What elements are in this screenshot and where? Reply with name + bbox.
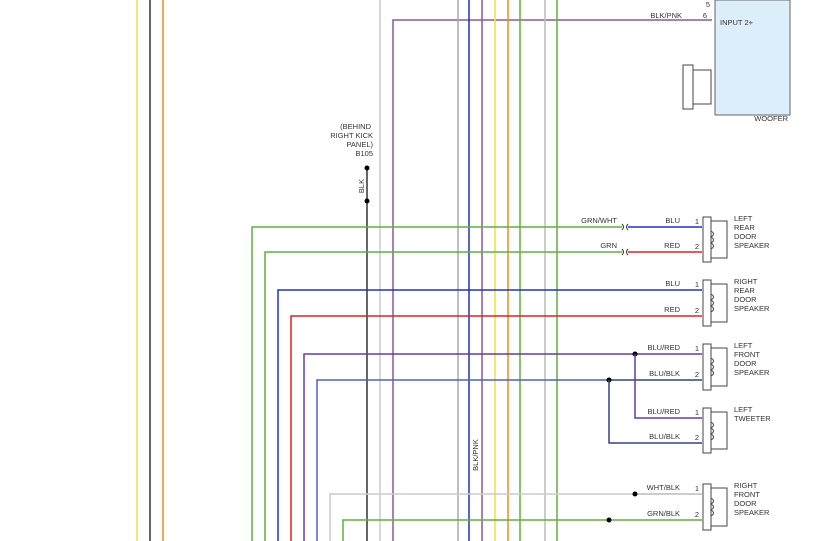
pin-number: 2 [695, 242, 699, 251]
speaker-coil [710, 293, 714, 313]
wire [303, 353, 635, 541]
speaker-name: DOOR [734, 359, 757, 368]
harness-wire-label: GRN [600, 241, 617, 250]
speaker-symbol [702, 343, 712, 391]
speaker-name: SPEAKER [734, 304, 770, 313]
wire-label: BLU [665, 279, 680, 288]
speaker-name: SPEAKER [734, 368, 770, 377]
wire [277, 289, 640, 541]
wire-label: BLU/RED [647, 343, 680, 352]
wire [290, 315, 640, 541]
speaker-symbol [710, 411, 728, 450]
speaker-name: LEFT [734, 214, 753, 223]
harness-wire-label: GRN/WHT [581, 216, 617, 225]
wire-label: BLU/BLK [649, 369, 680, 378]
wire [608, 380, 702, 444]
speaker-symbol [710, 283, 728, 323]
pin-number: 1 [695, 280, 699, 289]
wire [264, 251, 622, 541]
woofer: 5 BLK/PNK 6 INPUT 2+ WOOFER [650, 0, 791, 123]
woofer-symbol [682, 64, 694, 110]
speaker-symbol [710, 487, 728, 527]
ground-id: B105 [355, 149, 373, 158]
speaker-name: LEFT [734, 341, 753, 350]
wire [329, 493, 635, 541]
ground-location: (BEHIND [340, 122, 371, 131]
wire-label: BLU [665, 216, 680, 225]
wire-label: WHT/BLK [647, 483, 680, 492]
wire-label: RED [664, 305, 680, 314]
splice [606, 517, 612, 523]
speaker-symbol [702, 407, 712, 454]
speaker-symbol [710, 220, 728, 259]
speaker-name: RIGHT [734, 277, 758, 286]
pin-number: 2 [695, 306, 699, 315]
speaker-name: TWEETER [734, 414, 771, 423]
speaker-name: DOOR [734, 295, 757, 304]
wire [342, 519, 609, 541]
pin-number: 1 [695, 408, 699, 417]
speaker-coil [710, 497, 714, 517]
woofer-symbol [692, 69, 712, 105]
speaker-name: LEFT [734, 405, 753, 414]
pin-number: 2 [695, 433, 699, 442]
wire [634, 354, 702, 419]
ground-location: RIGHT KICK [330, 131, 373, 140]
speaker-symbol [702, 216, 712, 263]
pin-number: 1 [695, 217, 699, 226]
speaker-symbol [702, 483, 712, 531]
pin-number: 2 [695, 370, 699, 379]
ground: (BEHIND RIGHT KICK PANEL) B105 BLK [330, 122, 373, 541]
wire [251, 226, 622, 541]
ground-wire: BLK [357, 179, 366, 193]
woofer-box [714, 0, 791, 116]
speaker-name: FRONT [734, 490, 760, 499]
speaker-coil [710, 230, 714, 250]
vertical-wires [136, 0, 712, 541]
speaker-coil [710, 357, 714, 377]
connector [621, 223, 629, 231]
wire-label: BLU/RED [647, 407, 680, 416]
wire-label: RED [664, 241, 680, 250]
speaker-symbol [702, 279, 712, 327]
speaker-name: REAR [734, 223, 755, 232]
splice [632, 491, 638, 497]
pin-number: 5 [706, 0, 710, 9]
speaker-name: SPEAKER [734, 508, 770, 517]
wire-label: BLK/PNK [650, 11, 682, 20]
wire [316, 379, 609, 541]
vertical-wire-label: BLK/PNK [471, 439, 480, 471]
ground-location: PANEL) [346, 140, 373, 149]
wire-label: BLU/BLK [649, 432, 680, 441]
pin-number: 6 [703, 11, 707, 20]
speaker-name: REAR [734, 286, 755, 295]
connector [621, 248, 629, 256]
speaker-coil [710, 421, 714, 441]
speaker-name: DOOR [734, 232, 757, 241]
speaker-name: SPEAKER [734, 241, 770, 250]
wire-label: GRN/BLK [647, 509, 680, 518]
pin-label: INPUT 2+ [720, 18, 754, 27]
pin-number: 1 [695, 484, 699, 493]
component-name: WOOFER [754, 114, 788, 123]
pin-number: 2 [695, 510, 699, 519]
speaker-name: FRONT [734, 350, 760, 359]
speaker-name: RIGHT [734, 481, 758, 490]
pin-number: 1 [695, 344, 699, 353]
speaker-name: DOOR [734, 499, 757, 508]
speaker-symbol [710, 347, 728, 387]
